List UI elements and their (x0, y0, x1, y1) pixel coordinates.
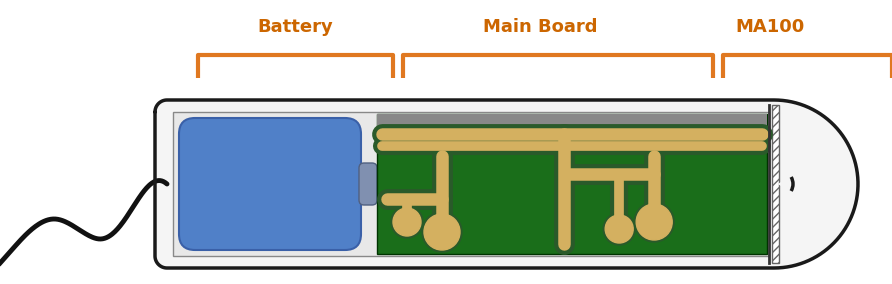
Circle shape (422, 212, 462, 252)
Text: MA100: MA100 (735, 18, 805, 36)
Circle shape (424, 214, 460, 250)
Bar (772, 105, 779, 263)
Bar (173, 112, 769, 256)
Circle shape (603, 213, 635, 245)
Circle shape (605, 215, 633, 243)
FancyBboxPatch shape (359, 163, 377, 205)
Text: Main Board: Main Board (483, 18, 598, 36)
Circle shape (391, 206, 423, 238)
Bar (377, 114, 767, 254)
FancyBboxPatch shape (179, 118, 361, 250)
Circle shape (393, 208, 421, 236)
Bar (377, 114, 767, 126)
Circle shape (636, 204, 673, 240)
Wedge shape (779, 177, 793, 191)
Text: Battery: Battery (257, 18, 333, 36)
Circle shape (634, 202, 674, 242)
Polygon shape (155, 100, 858, 268)
